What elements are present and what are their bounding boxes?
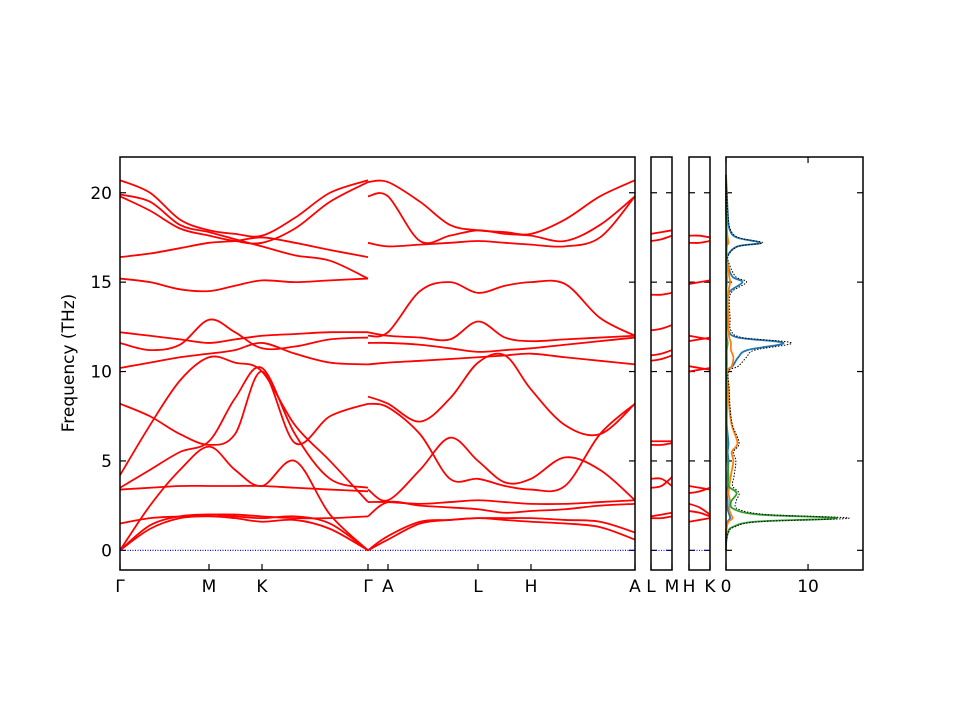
band xyxy=(650,291,673,296)
band xyxy=(650,442,673,446)
band xyxy=(367,352,636,366)
band xyxy=(650,234,673,242)
axes-frame xyxy=(119,156,636,571)
band xyxy=(119,355,369,503)
x-tick-label: H xyxy=(525,577,538,597)
x-tick-label: Γ xyxy=(115,577,125,597)
y-tick-label: 15 xyxy=(90,273,112,293)
dos-curve xyxy=(725,174,785,551)
band xyxy=(650,324,673,332)
band xyxy=(650,229,673,235)
band xyxy=(367,352,636,437)
x-tick-label: L xyxy=(646,577,656,597)
band xyxy=(650,349,673,357)
band xyxy=(367,336,636,353)
band xyxy=(119,515,369,552)
band xyxy=(688,336,711,343)
band xyxy=(688,502,711,516)
band xyxy=(688,517,711,523)
y-axis-label: Frequency (THz) xyxy=(59,294,79,433)
band xyxy=(119,277,369,293)
band xyxy=(119,366,369,489)
band xyxy=(688,234,711,239)
band xyxy=(688,240,711,244)
band xyxy=(119,193,369,280)
band xyxy=(119,484,369,493)
band xyxy=(688,365,711,371)
x-tick-label: M xyxy=(665,577,680,597)
band xyxy=(367,517,636,552)
band xyxy=(688,334,711,341)
band xyxy=(650,354,673,362)
band xyxy=(119,445,369,551)
band xyxy=(119,179,369,238)
x-tick-label: K xyxy=(256,577,268,597)
band xyxy=(119,370,369,446)
x-tick-label: K xyxy=(704,577,716,597)
band xyxy=(367,179,636,236)
band xyxy=(367,195,636,248)
y-tick-label: 5 xyxy=(101,452,112,472)
band xyxy=(119,513,369,552)
band xyxy=(119,342,369,369)
x-tick-label: M xyxy=(202,577,217,597)
y-tick-label: 0 xyxy=(101,541,112,561)
band xyxy=(688,510,711,518)
band xyxy=(650,511,673,518)
x-tick-label: 10 xyxy=(797,577,819,597)
x-tick-label: Γ xyxy=(363,577,373,597)
dos-curve xyxy=(725,174,850,551)
axes-frame xyxy=(650,156,673,571)
y-tick-label: 20 xyxy=(90,184,112,204)
band xyxy=(367,436,636,502)
x-tick-label: A xyxy=(629,577,641,597)
band xyxy=(119,181,369,245)
band xyxy=(688,485,711,491)
y-tick-label: 10 xyxy=(90,363,112,383)
axes-frame xyxy=(688,156,711,571)
x-tick-label: A xyxy=(382,577,394,597)
band xyxy=(367,517,636,552)
band xyxy=(367,320,636,343)
x-tick-label: L xyxy=(473,577,483,597)
band xyxy=(367,499,636,505)
band xyxy=(367,402,636,493)
band xyxy=(650,515,673,520)
band xyxy=(650,476,673,489)
band xyxy=(119,513,369,525)
band xyxy=(688,279,711,285)
axes-frame xyxy=(725,156,864,571)
x-tick-label: 0 xyxy=(721,577,732,597)
band xyxy=(688,367,711,373)
x-tick-label: H xyxy=(683,577,696,597)
band xyxy=(650,477,673,487)
band xyxy=(367,192,636,245)
band xyxy=(119,318,369,352)
band xyxy=(119,331,369,344)
band xyxy=(367,279,636,338)
band xyxy=(119,236,369,259)
dos-curve xyxy=(725,174,838,551)
